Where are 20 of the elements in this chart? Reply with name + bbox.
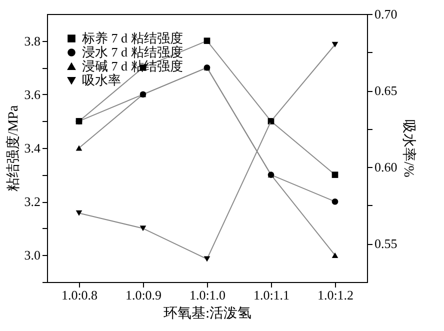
y2-tick-label: 0.55: [374, 236, 398, 252]
legend-label: 浸水 7 d 粘结强度: [82, 44, 183, 60]
y-tick-label: 3.4: [24, 140, 41, 156]
y2-tick-label: 0.60: [374, 160, 398, 175]
y-tick-label: 3.2: [24, 194, 40, 210]
x-tick-label: 1.0:1.1: [253, 288, 290, 302]
y2-tick-label: 0.65: [374, 83, 398, 98]
y2-tick-label: 0.70: [374, 6, 398, 22]
x-tick-label: 1.0:0.8: [61, 288, 98, 302]
y-axis-title: 粘结强度/MPa: [5, 104, 22, 192]
x-tick-label: 1.0:1.0: [189, 288, 226, 302]
y2-axis-title: 吸水率/%: [400, 120, 416, 178]
y-tick-label: 3.6: [24, 86, 41, 102]
x-tick-label: 1.0:1.2: [317, 288, 354, 302]
y-tick-label: 3.8: [24, 33, 40, 48]
legend-label: 吸水率: [82, 72, 121, 88]
y-tick-label: 3.0: [24, 248, 40, 263]
x-axis-title: 环氧基:活泼氢: [164, 306, 252, 322]
legend-label: 标养 7 d 粘结强度: [81, 30, 183, 46]
x-tick-label: 1.0:0.9: [125, 288, 162, 302]
